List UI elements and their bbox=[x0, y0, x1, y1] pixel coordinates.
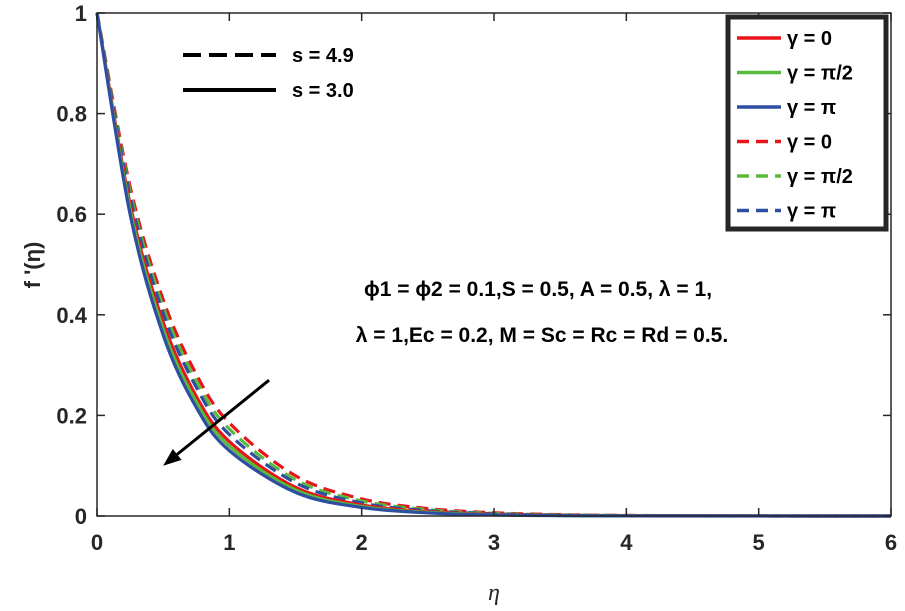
style-legend: s = 4.9 s = 3.0 bbox=[183, 45, 354, 102]
legend-label: γ = 0 bbox=[787, 132, 832, 154]
x-tick-label: 0 bbox=[91, 530, 103, 555]
y-tick-label: 0 bbox=[75, 504, 87, 529]
style-legend-label-solid: s = 3.0 bbox=[292, 80, 354, 102]
annotation-line-2: λ = 1,Ec = 0.2, M = Sc = Rc = Rd = 0.5. bbox=[356, 324, 728, 347]
y-tick-label: 0.8 bbox=[56, 102, 87, 127]
series-line-dashed-5 bbox=[95, 12, 892, 518]
style-legend-label-dashed: s = 4.9 bbox=[292, 45, 354, 67]
parameter-annotation: ϕ1 = ϕ2 = 0.1,S = 0.5, A = 0.5, λ = 1, λ… bbox=[356, 278, 728, 347]
y-tick-label: 1 bbox=[75, 1, 87, 26]
x-tick-label: 2 bbox=[356, 530, 368, 555]
x-tick-label: 4 bbox=[620, 530, 633, 555]
series-legend-entries: γ = 0 γ = π/2 γ = π γ = 0 γ = π/2 γ = π bbox=[737, 28, 853, 223]
trend-arrow bbox=[163, 379, 270, 466]
x-tick-label: 6 bbox=[885, 530, 897, 555]
x-tick-label: 1 bbox=[223, 530, 235, 555]
series-legend: γ = 0 γ = π/2 γ = π γ = 0 γ = π/2 γ = π bbox=[725, 14, 889, 232]
y-tick-label: 0.4 bbox=[56, 303, 87, 328]
series-legend-box bbox=[725, 14, 889, 232]
legend-label: γ = π bbox=[787, 97, 836, 119]
arrow-shaft bbox=[176, 379, 270, 456]
legend-label: γ = π/2 bbox=[787, 63, 853, 85]
y-axis-label: f '(η) bbox=[20, 242, 45, 289]
y-tick-label: 0.6 bbox=[56, 202, 87, 227]
y-tick-label: 0.2 bbox=[56, 403, 87, 428]
arrow-head bbox=[163, 448, 182, 466]
legend-label: γ = 0 bbox=[787, 28, 832, 50]
legend-label: γ = π/2 bbox=[787, 166, 853, 188]
x-tick-label: 3 bbox=[488, 530, 500, 555]
x-axis-label: η bbox=[488, 580, 500, 606]
x-axis-ticks: 0 1 2 3 4 5 6 bbox=[91, 13, 897, 555]
y-axis-ticks: 0 0.2 0.4 0.6 0.8 1 bbox=[56, 1, 891, 529]
annotation-line-1: ϕ1 = ϕ2 = 0.1,S = 0.5, A = 0.5, λ = 1, bbox=[364, 278, 712, 301]
legend-label: γ = π bbox=[787, 201, 836, 223]
x-tick-label: 5 bbox=[753, 530, 765, 555]
